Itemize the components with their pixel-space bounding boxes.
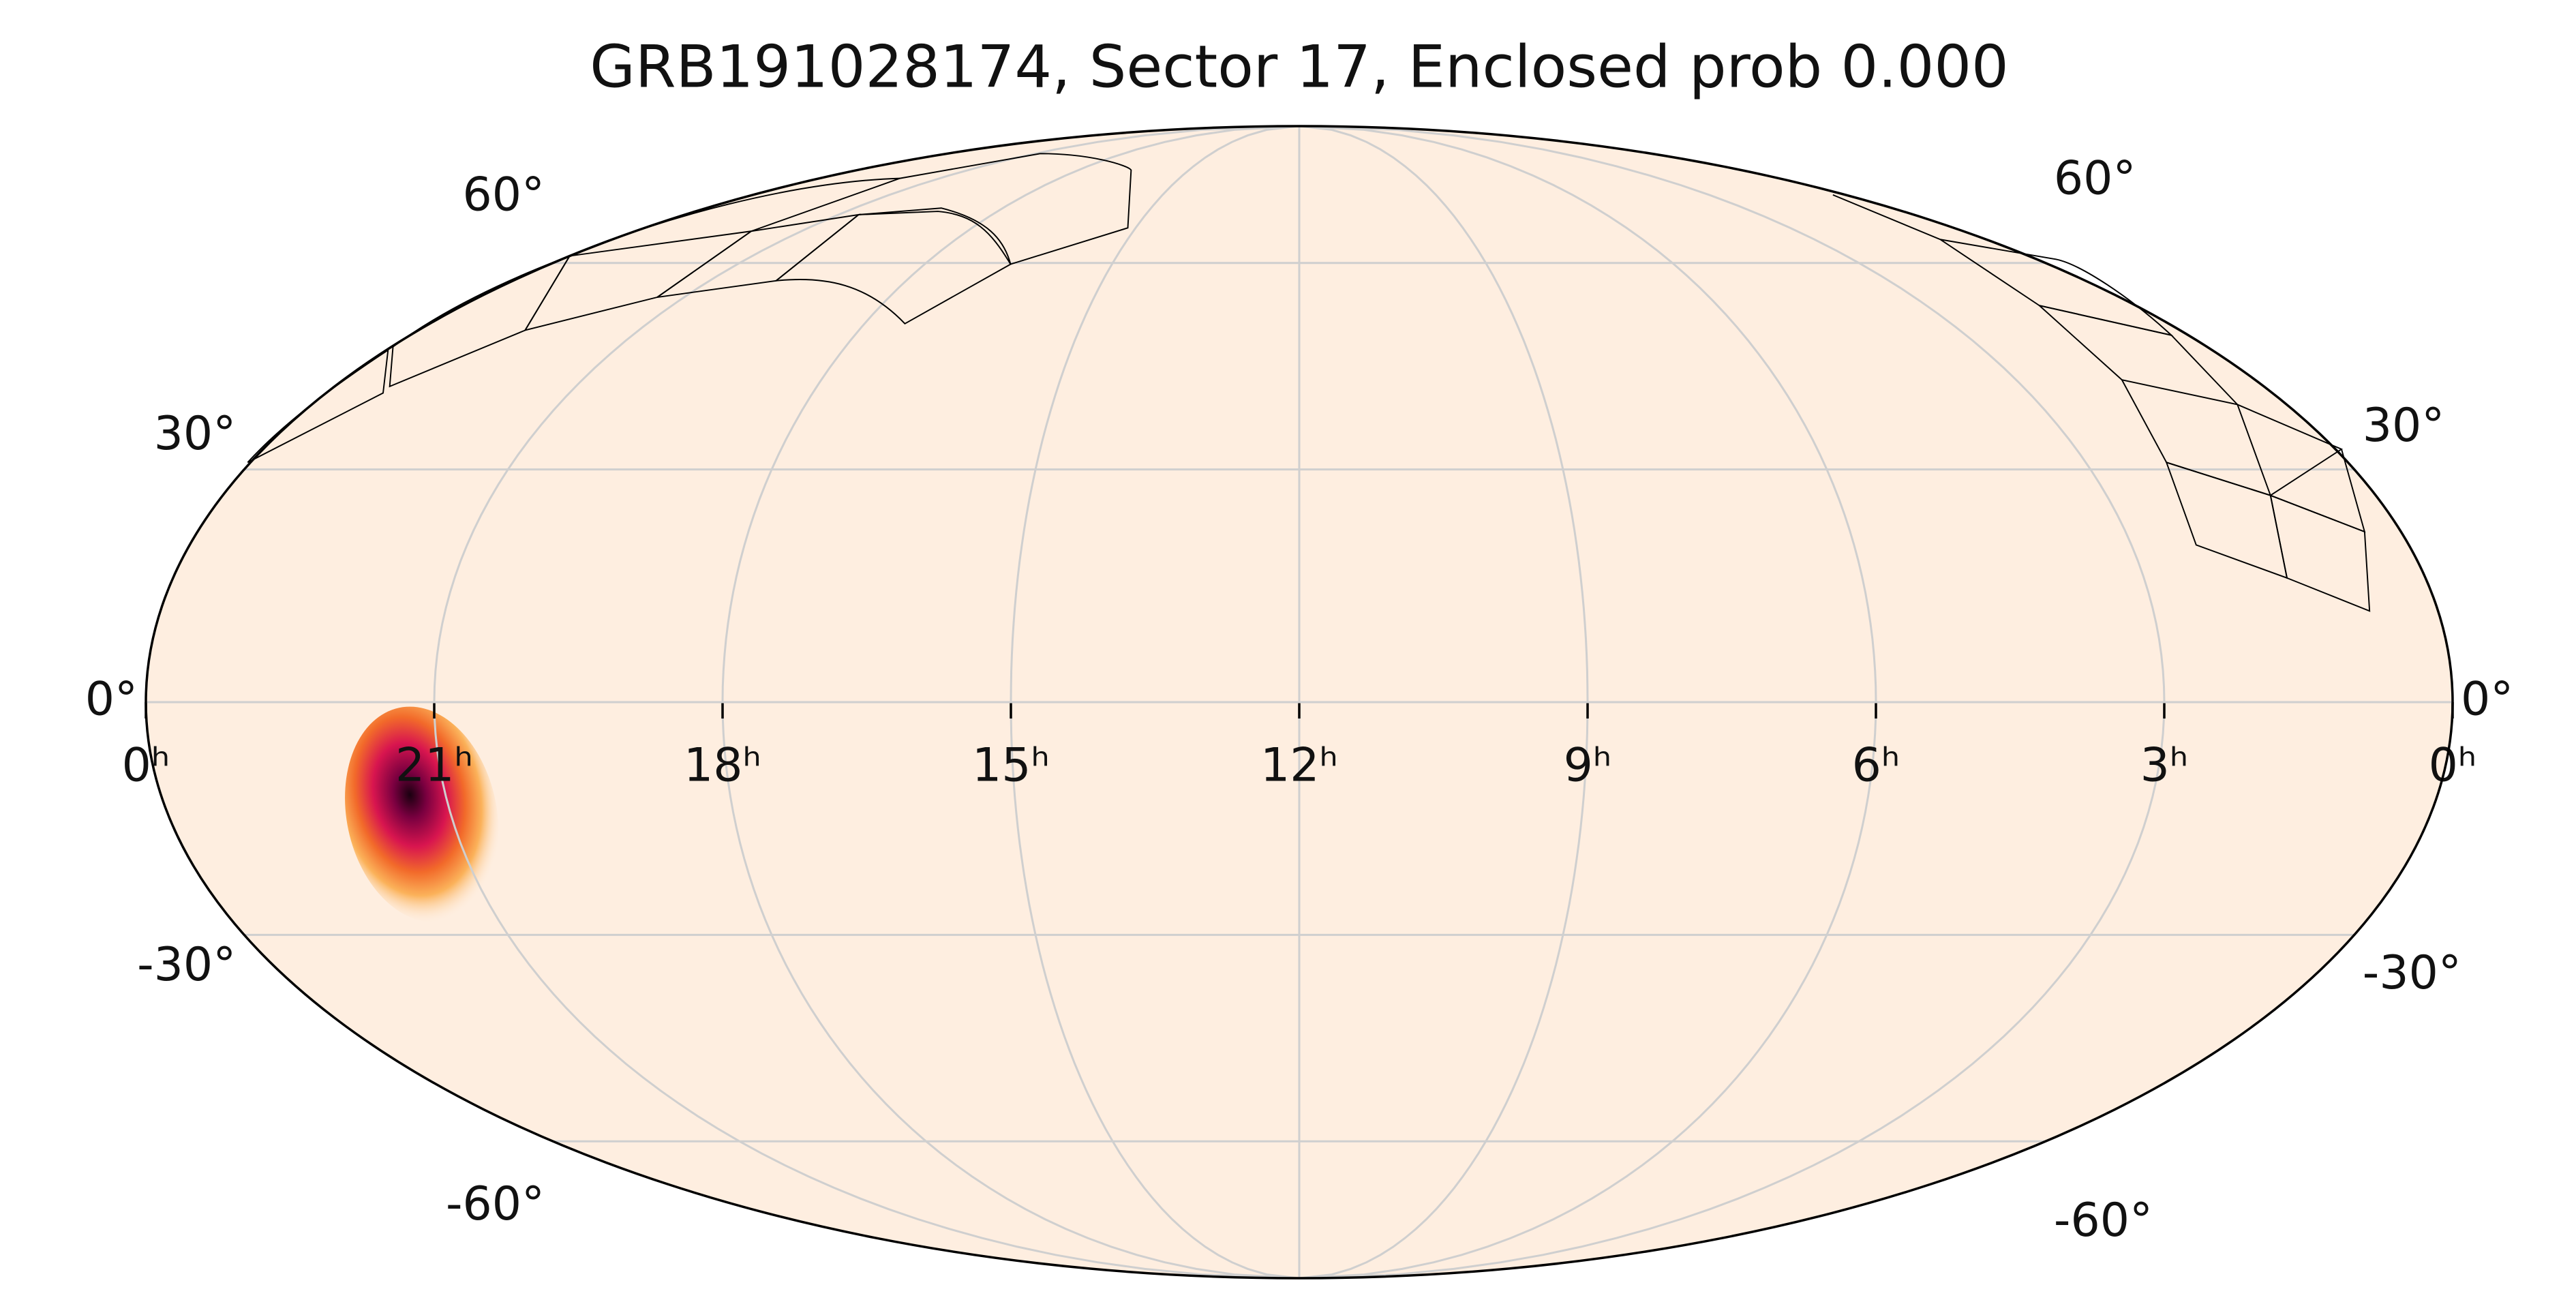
chart-title: GRB191028174, Sector 17, Enclosed prob 0…: [590, 33, 2009, 101]
probability-region: [345, 706, 499, 922]
y-tick-label: 0°: [2461, 673, 2513, 727]
x-tick-label: 0ʰ: [122, 739, 170, 793]
y-tick-label: 0°: [85, 673, 138, 727]
y-tick-label: 30°: [154, 407, 237, 461]
y-tick-label: 60°: [463, 168, 545, 222]
y-tick-label: -30°: [137, 938, 236, 992]
y-tick-label: 30°: [2363, 399, 2445, 453]
x-tick-label: 3ʰ: [2140, 739, 2189, 793]
y-tick-label: -60°: [2054, 1194, 2153, 1248]
x-tick-label: 0ʰ: [2429, 739, 2477, 793]
x-tick-label: 15ʰ: [972, 739, 1050, 793]
x-tick-label: 9ʰ: [1564, 739, 1612, 793]
y-tick-label: -60°: [446, 1177, 545, 1231]
x-tick-label: 18ʰ: [684, 739, 761, 793]
x-tick-label: 21ʰ: [395, 739, 473, 793]
y-tick-label: 60°: [2054, 151, 2136, 205]
x-tick-label: 6ʰ: [1852, 739, 1900, 793]
plot-layer: 0ʰ 21ʰ 18ʰ 15ʰ 12ʰ 9ʰ 6ʰ 3ʰ 0ʰ 60° 60° 30° 30° 0° 0° -3…: [85, 125, 2513, 1280]
x-tick-label: 12ʰ: [1260, 739, 1338, 793]
y-tick-label: -30°: [2363, 946, 2461, 1000]
sky-outline: [145, 125, 2454, 1280]
